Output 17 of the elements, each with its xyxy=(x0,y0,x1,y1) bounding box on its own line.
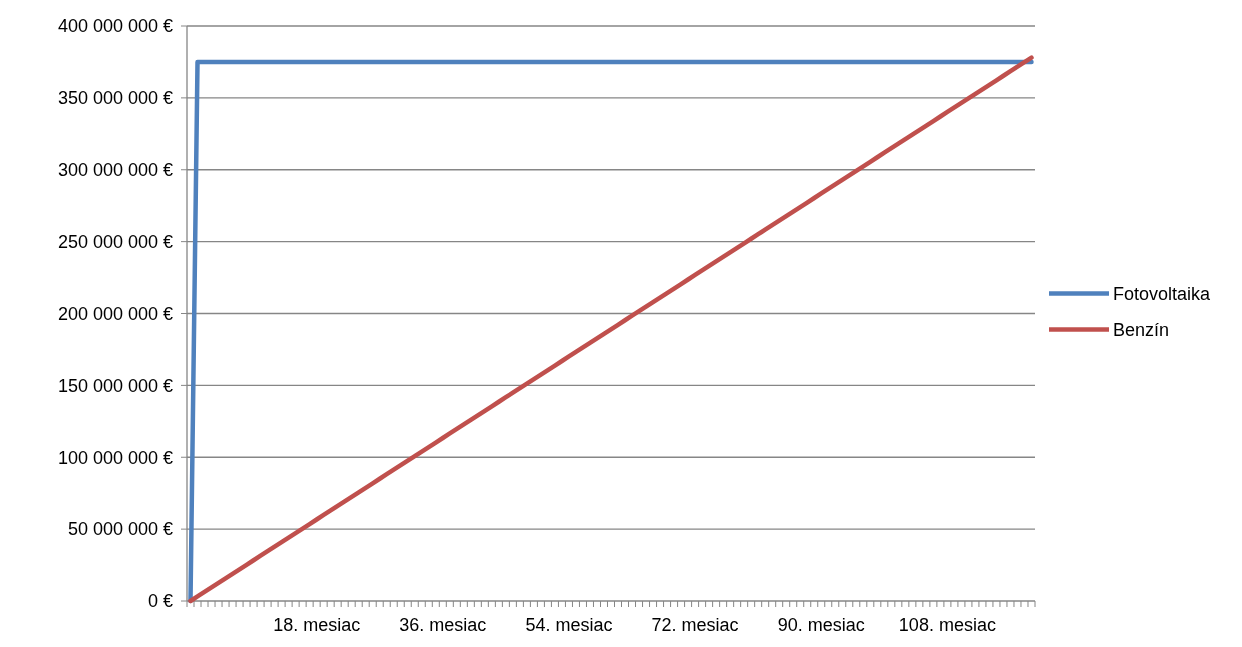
y-tick-label: 250 000 000 € xyxy=(57,231,173,252)
x-tick-label: 18. mesiac xyxy=(273,615,361,635)
x-tick-label: 72. mesiac xyxy=(651,615,739,635)
y-tick-label: 300 000 000 € xyxy=(57,160,173,181)
x-tick-label: 54. mesiac xyxy=(525,615,613,635)
y-tick-label: 350 000 000 € xyxy=(57,88,173,109)
x-tick-label: 36. mesiac xyxy=(399,615,487,635)
y-tick-label: 0 € xyxy=(147,591,173,612)
x-tick-label: 108. mesiac xyxy=(898,615,996,635)
y-tick-label: 200 000 000 € xyxy=(57,303,173,324)
y-tick-label: 400 000 000 € xyxy=(57,16,173,37)
y-tick-label: 50 000 000 € xyxy=(67,519,173,540)
legend-label: Benzín xyxy=(1113,319,1170,340)
x-tick-label: 90. mesiac xyxy=(777,615,865,635)
y-tick-label: 150 000 000 € xyxy=(57,375,173,396)
y-tick-label: 100 000 000 € xyxy=(57,447,173,468)
legend-label: Fotovoltaika xyxy=(1113,283,1212,304)
